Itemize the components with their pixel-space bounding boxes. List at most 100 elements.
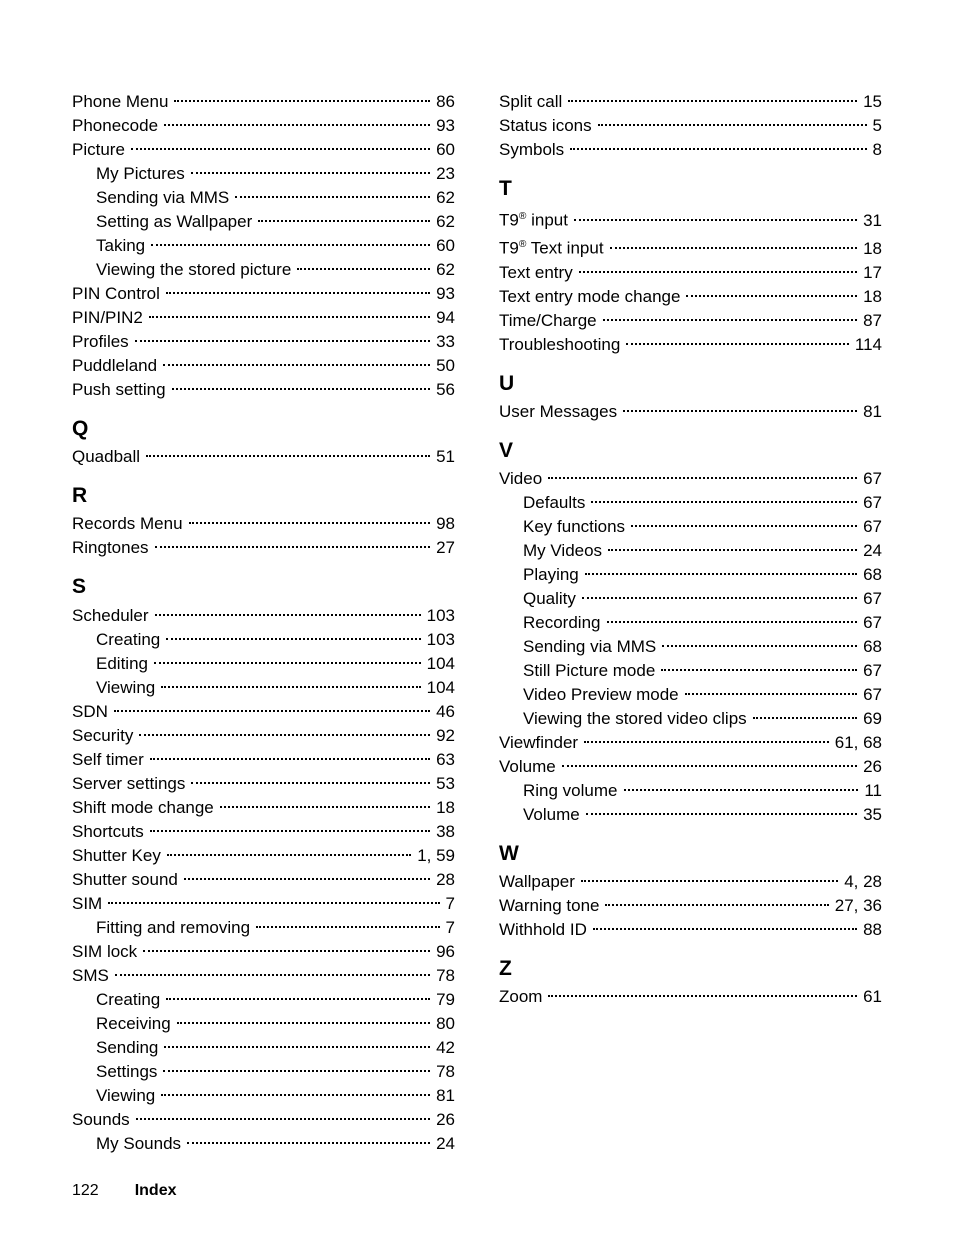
index-entry-label: Sending via MMS bbox=[499, 635, 660, 659]
index-entry-label: Symbols bbox=[499, 138, 568, 162]
leader-dots bbox=[172, 388, 431, 390]
index-entry-pages: 42 bbox=[432, 1036, 455, 1060]
index-entry-label: Status icons bbox=[499, 114, 596, 138]
section-letter: S bbox=[72, 574, 455, 599]
index-entry-label: Viewfinder bbox=[499, 731, 582, 755]
index-entry: Quadball51 bbox=[72, 445, 455, 469]
leader-dots bbox=[191, 782, 430, 784]
index-entry-label: Setting as Wallpaper bbox=[72, 210, 256, 234]
index-entry: Phone Menu86 bbox=[72, 90, 455, 114]
leader-dots bbox=[591, 501, 857, 503]
leader-dots bbox=[256, 926, 440, 928]
index-entry-label: Video bbox=[499, 467, 546, 491]
section-letter: W bbox=[499, 841, 882, 866]
section-letter: Z bbox=[499, 956, 882, 981]
index-entry: Volume 26 bbox=[499, 755, 882, 779]
index-entry-label: SDN bbox=[72, 700, 112, 724]
leader-dots bbox=[135, 340, 430, 342]
leader-dots bbox=[139, 734, 430, 736]
leader-dots bbox=[598, 124, 867, 126]
index-entry-label: Fitting and removing bbox=[72, 916, 254, 940]
leader-dots bbox=[624, 789, 859, 791]
leader-dots bbox=[608, 549, 857, 551]
page-number: 122 bbox=[72, 1182, 99, 1200]
index-entry: Phonecode93 bbox=[72, 114, 455, 138]
index-entry-pages: 62 bbox=[432, 258, 455, 282]
leader-dots bbox=[586, 813, 857, 815]
leader-dots bbox=[164, 1046, 430, 1048]
leader-dots bbox=[623, 410, 857, 412]
leader-dots bbox=[220, 806, 430, 808]
index-entry-label: Defaults bbox=[499, 491, 589, 515]
index-entry: Viewing the stored picture 62 bbox=[72, 258, 455, 282]
index-entry-label: Sounds bbox=[72, 1108, 134, 1132]
columns: Phone Menu86Phonecode93Picture60My Pictu… bbox=[72, 90, 882, 1156]
index-entry-label: My Videos bbox=[499, 539, 606, 563]
index-entry-pages: 18 bbox=[859, 237, 882, 261]
leader-dots bbox=[605, 904, 828, 906]
index-entry-label: Viewing the stored picture bbox=[72, 258, 295, 282]
leader-dots bbox=[136, 1118, 430, 1120]
index-entry: Troubleshooting114 bbox=[499, 333, 882, 357]
index-entry: Viewing104 bbox=[72, 676, 455, 700]
leader-dots bbox=[548, 995, 857, 997]
index-entry-label: SMS bbox=[72, 964, 113, 988]
index-entry-pages: 26 bbox=[859, 755, 882, 779]
index-entry-pages: 114 bbox=[851, 333, 882, 357]
index-entry-pages: 67 bbox=[859, 611, 882, 635]
index-entry-label: PIN/PIN2 bbox=[72, 306, 147, 330]
leader-dots bbox=[548, 477, 857, 479]
index-entry-pages: 80 bbox=[432, 1012, 455, 1036]
leader-dots bbox=[163, 364, 430, 366]
index-entry-pages: 103 bbox=[423, 604, 455, 628]
index-entry-pages: 67 bbox=[859, 491, 882, 515]
index-entry-label: Creating bbox=[72, 988, 164, 1012]
index-entry-pages: 92 bbox=[432, 724, 455, 748]
index-entry: Video Preview mode67 bbox=[499, 683, 882, 707]
index-entry-label: Text entry bbox=[499, 261, 577, 285]
index-entry-label: Security bbox=[72, 724, 137, 748]
leader-dots bbox=[297, 268, 430, 270]
index-entry-pages: 56 bbox=[432, 378, 455, 402]
leader-dots bbox=[579, 271, 857, 273]
index-entry: Server settings53 bbox=[72, 772, 455, 796]
index-entry: SMS78 bbox=[72, 964, 455, 988]
index-entry-label: Playing bbox=[499, 563, 583, 587]
index-entry: Profiles 33 bbox=[72, 330, 455, 354]
leader-dots bbox=[631, 525, 857, 527]
index-entry-pages: 67 bbox=[859, 683, 882, 707]
leader-dots bbox=[191, 172, 430, 174]
index-entry-label: Viewing the stored video clips bbox=[499, 707, 751, 731]
leader-dots bbox=[603, 319, 857, 321]
index-entry: Sending via MMS62 bbox=[72, 186, 455, 210]
index-entry-label: Recording bbox=[499, 611, 605, 635]
index-entry: Fitting and removing7 bbox=[72, 916, 455, 940]
index-entry-pages: 4, 28 bbox=[840, 870, 882, 894]
index-entry-pages: 93 bbox=[432, 282, 455, 306]
index-entry: Warning tone27, 36 bbox=[499, 894, 882, 918]
leader-dots bbox=[626, 343, 849, 345]
index-entry-label: Volume bbox=[499, 755, 560, 779]
index-entry: Security 92 bbox=[72, 724, 455, 748]
index-entry-label: Sending via MMS bbox=[72, 186, 233, 210]
leader-dots bbox=[593, 928, 857, 930]
index-entry-label: Withhold ID bbox=[499, 918, 591, 942]
index-entry-pages: 17 bbox=[859, 261, 882, 285]
index-entry: Ringtones27 bbox=[72, 536, 455, 560]
index-entry-label: PIN Control bbox=[72, 282, 164, 306]
index-entry: Viewing the stored video clips69 bbox=[499, 707, 882, 731]
leader-dots bbox=[163, 1070, 430, 1072]
index-entry-label: Viewing bbox=[72, 676, 159, 700]
index-entry-pages: 98 bbox=[432, 512, 455, 536]
leader-dots bbox=[235, 196, 430, 198]
index-entry-label: Shift mode change bbox=[72, 796, 218, 820]
index-entry-label: Profiles bbox=[72, 330, 133, 354]
index-entry-pages: 60 bbox=[432, 234, 455, 258]
index-entry-pages: 8 bbox=[869, 138, 882, 162]
index-entry-pages: 93 bbox=[432, 114, 455, 138]
index-entry-pages: 87 bbox=[859, 309, 882, 333]
index-entry-pages: 33 bbox=[432, 330, 455, 354]
index-entry: My Videos24 bbox=[499, 539, 882, 563]
leader-dots bbox=[174, 100, 430, 102]
leader-dots bbox=[562, 765, 857, 767]
